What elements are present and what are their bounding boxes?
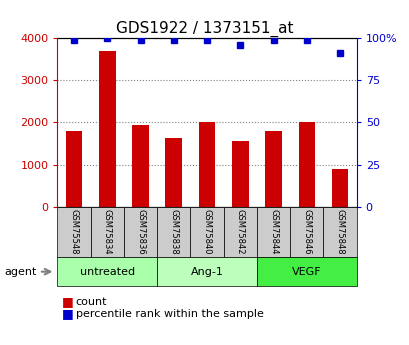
Bar bbox=[331, 169, 348, 207]
Text: agent: agent bbox=[4, 267, 36, 277]
Text: GSM75840: GSM75840 bbox=[202, 209, 211, 255]
Bar bbox=[265, 131, 281, 207]
Text: GDS1922 / 1373151_at: GDS1922 / 1373151_at bbox=[116, 21, 293, 37]
Text: untreated: untreated bbox=[79, 267, 135, 277]
Text: GSM75548: GSM75548 bbox=[70, 209, 79, 255]
Text: Ang-1: Ang-1 bbox=[190, 267, 223, 277]
Bar bbox=[65, 131, 82, 207]
Text: GSM75844: GSM75844 bbox=[268, 209, 277, 255]
Bar bbox=[99, 51, 115, 207]
Text: GSM75838: GSM75838 bbox=[169, 209, 178, 255]
Bar bbox=[298, 122, 315, 207]
Text: GSM75848: GSM75848 bbox=[335, 209, 344, 255]
Bar bbox=[198, 122, 215, 207]
Text: VEGF: VEGF bbox=[291, 267, 321, 277]
Text: GSM75836: GSM75836 bbox=[136, 209, 145, 255]
Bar bbox=[165, 138, 182, 207]
Text: count: count bbox=[76, 297, 107, 307]
Bar bbox=[132, 125, 148, 207]
Text: ■: ■ bbox=[61, 307, 73, 321]
Text: GSM75842: GSM75842 bbox=[235, 209, 244, 255]
Text: GSM75846: GSM75846 bbox=[301, 209, 310, 255]
Text: GSM75834: GSM75834 bbox=[103, 209, 112, 255]
Text: ■: ■ bbox=[61, 295, 73, 308]
Text: percentile rank within the sample: percentile rank within the sample bbox=[76, 309, 263, 319]
Bar bbox=[231, 141, 248, 207]
